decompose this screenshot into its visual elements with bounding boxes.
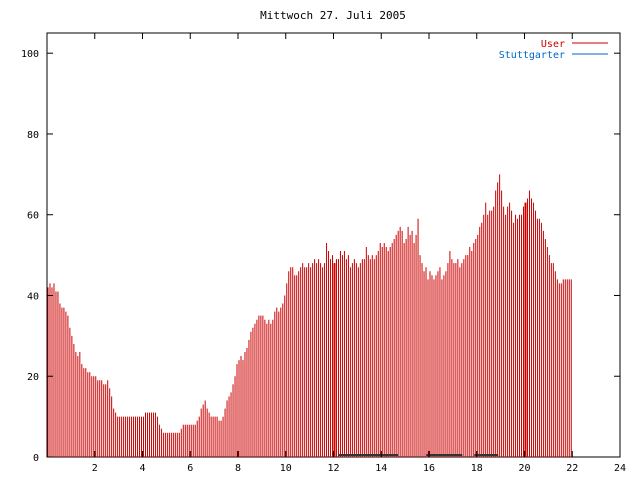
baseline-markers — [338, 454, 499, 456]
x-tick-label: 22 — [566, 463, 578, 474]
y-tick-label: 20 — [27, 372, 39, 383]
y-tick-label: 100 — [21, 49, 39, 60]
x-tick-label: 8 — [235, 463, 241, 474]
baseline-marker — [426, 454, 463, 456]
y-axis: 0 20 40 60 80 100 — [21, 49, 620, 464]
x-tick-label: 20 — [518, 463, 530, 474]
x-tick-label: 12 — [327, 463, 339, 474]
x-tick-label: 16 — [423, 463, 435, 474]
y-tick-label: 80 — [27, 130, 39, 141]
bars-group — [47, 174, 572, 457]
x-tick-label: 2 — [92, 463, 98, 474]
x-tick-label: 14 — [375, 463, 387, 474]
x-tick-label: 6 — [187, 463, 193, 474]
y-tick-label: 0 — [33, 453, 39, 464]
baseline-marker — [474, 454, 499, 456]
x-tick-label: 10 — [280, 463, 292, 474]
legend-label: User — [541, 39, 565, 50]
x-tick-label: 18 — [471, 463, 483, 474]
x-axis: 2 4 6 8 10 12 14 16 18 20 22 24 — [92, 33, 626, 474]
legend-label: Stuttgarter — [499, 50, 565, 61]
x-tick-label: 24 — [614, 463, 626, 474]
x-tick-label: 4 — [139, 463, 145, 474]
baseline-marker — [338, 454, 398, 456]
y-tick-label: 40 — [27, 291, 39, 302]
y-tick-label: 60 — [27, 211, 39, 222]
chart-title: Mittwoch 27. Juli 2005 — [260, 9, 406, 22]
